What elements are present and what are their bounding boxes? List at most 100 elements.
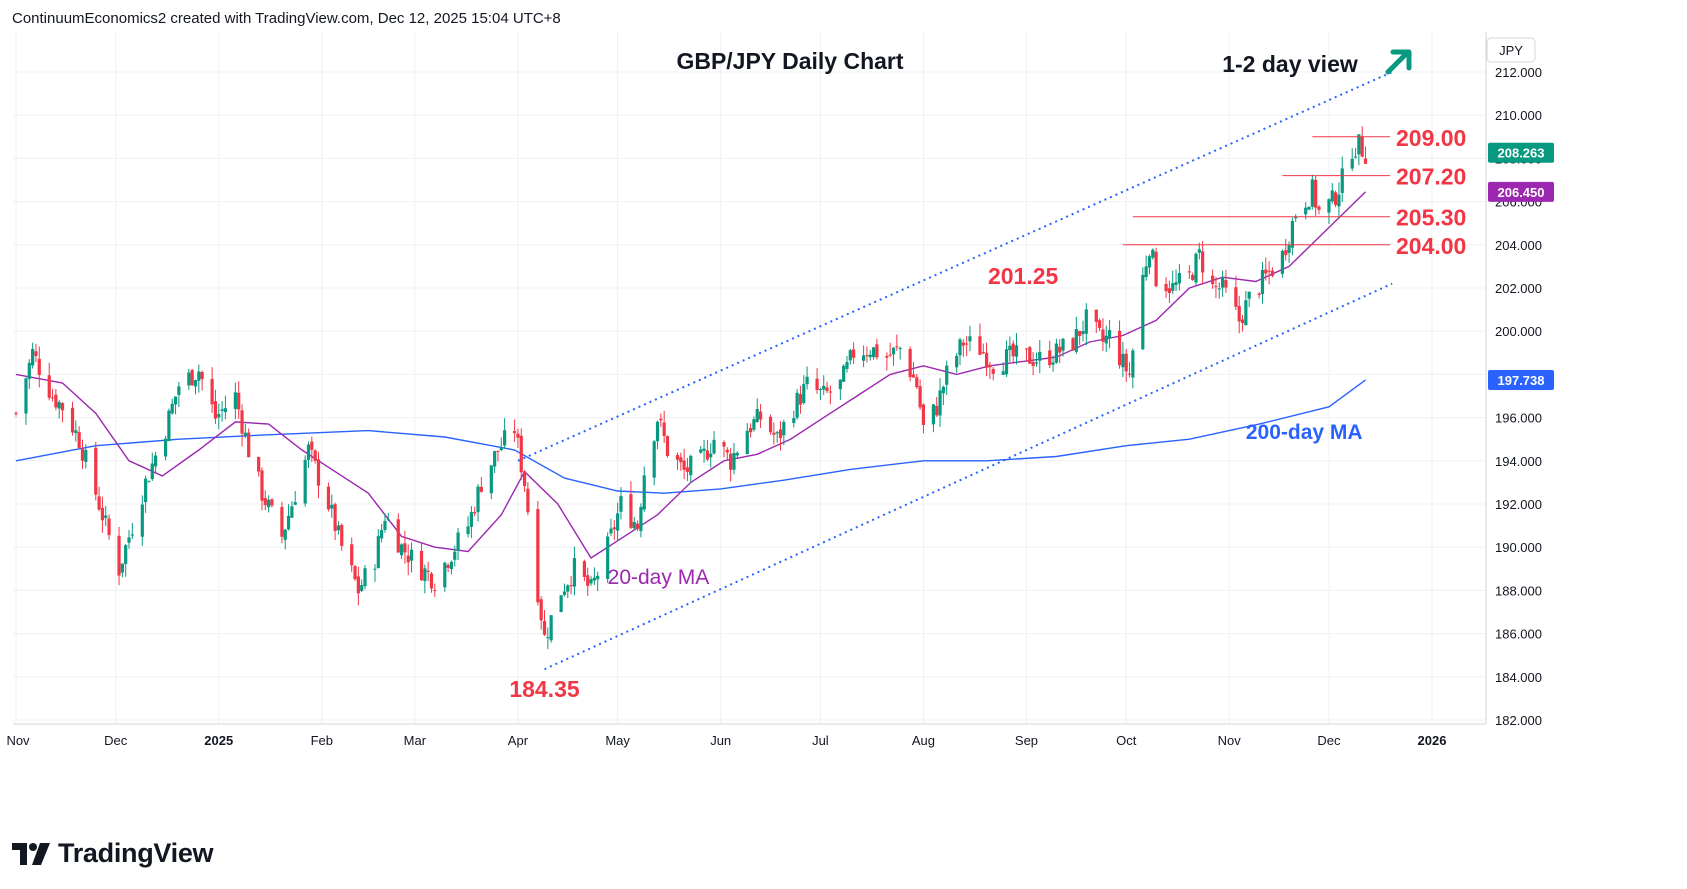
candle-body	[373, 568, 377, 570]
level-label: 204.00	[1396, 233, 1466, 259]
candle-body	[1304, 207, 1308, 215]
candle-body	[935, 405, 939, 416]
candle-body	[50, 397, 55, 399]
candle-body	[47, 375, 51, 398]
candle-body	[662, 422, 666, 437]
candle-body	[170, 403, 174, 414]
last-price-badge-bg	[1488, 142, 1554, 163]
candle-body	[124, 545, 128, 564]
candle-body	[1014, 345, 1019, 357]
candle-body	[632, 522, 636, 529]
candle-body	[1151, 249, 1155, 258]
candle-body	[755, 409, 759, 422]
candle-body	[97, 496, 101, 510]
candle-body	[699, 449, 703, 453]
candle-body	[596, 575, 600, 580]
candle-body	[406, 555, 410, 563]
candle-body	[616, 513, 620, 531]
candle-body	[14, 412, 18, 414]
candle-body	[522, 471, 527, 487]
candle-body	[37, 358, 41, 375]
candle-body	[77, 432, 81, 448]
candle-body	[303, 459, 307, 504]
candle-body	[848, 350, 852, 361]
level-label: 205.30	[1396, 205, 1466, 231]
candle-body	[526, 488, 530, 513]
candle-body	[286, 515, 291, 530]
candle-body	[619, 496, 623, 512]
candle-body	[1177, 273, 1181, 284]
currency-label: JPY	[1499, 43, 1523, 58]
candle-body	[546, 637, 550, 639]
x-tick-label: Feb	[311, 733, 333, 748]
candle-body	[705, 450, 709, 460]
chart-area[interactable]: 209.00 207.20 205.30 204.00 201.25 184.35 21…	[0, 32, 1687, 822]
candle-body	[675, 454, 680, 460]
ma200-label: 200-day MA	[1246, 421, 1363, 444]
candle-body	[154, 455, 158, 467]
candle-body	[978, 336, 982, 355]
candle-body	[1058, 346, 1062, 353]
candle-body	[1054, 343, 1058, 363]
candle-body	[871, 347, 876, 358]
candle-body	[173, 396, 178, 405]
candle-body	[725, 449, 729, 453]
candle-body	[775, 432, 779, 434]
candle-body	[1334, 192, 1338, 205]
tradingview-brand: TradingView	[58, 838, 214, 868]
candle-body	[449, 561, 454, 570]
x-tick-label: Nov	[6, 733, 30, 748]
candle-body	[895, 346, 899, 348]
candle-body	[1264, 269, 1268, 274]
candle-body	[941, 386, 945, 394]
grid-lines	[13, 32, 1486, 724]
candle-body	[679, 457, 683, 463]
candle-body	[1078, 330, 1082, 337]
candle-body	[200, 372, 204, 379]
x-tick-label: Jun	[710, 733, 731, 748]
time-axis: Nov Dec 2025 Feb Mar Apr May Jun Jul Aug Sep Oct Nov…	[6, 733, 1446, 748]
candle-body	[572, 558, 577, 587]
candle-body	[938, 390, 942, 416]
candle-body	[891, 347, 896, 355]
candle-body	[722, 442, 726, 447]
y-tick-label: 202.000	[1495, 281, 1542, 296]
candle-body	[380, 530, 384, 539]
candle-body	[193, 380, 198, 387]
candle-body	[117, 535, 121, 576]
tradingview-logo[interactable]: TradingView	[12, 838, 214, 869]
x-tick-label: May	[605, 733, 630, 748]
candle-body	[163, 438, 168, 457]
candle-body	[1314, 179, 1318, 208]
y-tick-label: 196.000	[1495, 411, 1542, 426]
currency-badge[interactable]	[1486, 37, 1536, 63]
candle-body	[1257, 293, 1261, 295]
candle-body	[60, 403, 65, 411]
candle-body	[360, 585, 364, 591]
candle-body	[1167, 288, 1172, 293]
y-tick-label: 200.000	[1495, 324, 1542, 339]
candle-body	[54, 394, 58, 408]
candle-body	[885, 355, 889, 358]
candle-body	[945, 365, 949, 385]
candle-body	[981, 352, 985, 354]
candle-body	[1187, 271, 1191, 273]
candle-body	[1084, 309, 1088, 334]
candle-body	[536, 509, 540, 603]
candle-body	[350, 544, 354, 566]
candle-body	[290, 506, 294, 518]
candle-body	[476, 486, 480, 513]
candle-body	[24, 378, 28, 414]
candle-body	[1363, 158, 1368, 164]
candle-body	[845, 362, 849, 369]
candle-body	[918, 386, 922, 408]
view-label: 1-2 day view	[1222, 51, 1358, 77]
candle-body	[961, 342, 965, 346]
candle-body	[629, 494, 633, 528]
candle-body	[1340, 168, 1344, 193]
candle-body	[838, 379, 842, 390]
candle-body	[1267, 270, 1271, 272]
candle-body	[283, 529, 287, 540]
candle-body	[386, 519, 390, 521]
candle-body	[729, 453, 733, 470]
